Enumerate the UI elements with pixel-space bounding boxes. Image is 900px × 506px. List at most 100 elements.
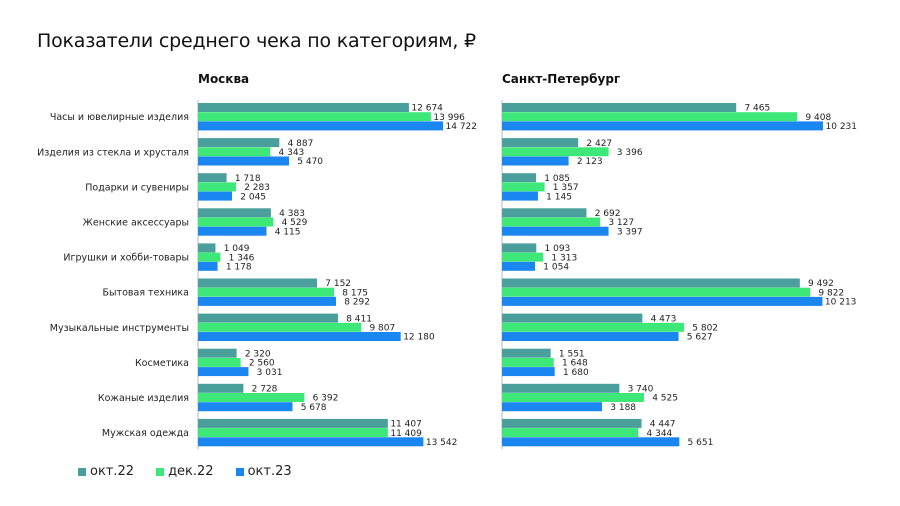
bar-okt22-мужская-одежда <box>198 418 388 428</box>
value-label-dek22: 2 283 <box>244 183 270 193</box>
value-label-okt23: 5 627 <box>687 333 713 343</box>
legend-item-okt22: окт.22 <box>78 464 134 479</box>
value-label-okt22: 4 383 <box>279 209 305 219</box>
bar-dek22-изделия-из-стекла-и-хрусталя <box>198 147 271 157</box>
value-label-okt22: 3 740 <box>628 385 654 395</box>
bar-okt22-подарки-и-сувениры <box>198 173 227 183</box>
value-label-dek22: 1 648 <box>562 359 588 369</box>
value-label-dek22: 3 127 <box>608 218 634 228</box>
bar-dek22-мужская-одежда <box>198 428 388 438</box>
value-label-okt22: 1 718 <box>235 174 261 184</box>
bar-dek22-часы-и-ювелирные-изделия <box>198 112 431 122</box>
bar-okt23-кожаные-изделия <box>502 402 603 412</box>
bar-dek22-кожаные-изделия <box>502 393 644 402</box>
bar-dek22-косметика <box>502 357 554 367</box>
category-label: Игрушки и хобби-товары <box>63 253 189 264</box>
bar-okt23-подарки-и-сувениры <box>198 191 233 201</box>
bar-okt22-бытовая-техника <box>502 278 800 288</box>
value-label-okt22: 1 085 <box>544 174 570 184</box>
category-label: Бытовая техника <box>103 288 189 299</box>
bar-okt23-бытовая-техника <box>502 296 823 306</box>
bar-okt22-кожаные-изделия <box>198 383 244 393</box>
value-label-dek22: 1 346 <box>229 253 255 263</box>
bar-okt22-изделия-из-стекла-и-хрусталя <box>502 138 579 148</box>
bar-okt22-часы-и-ювелирные-изделия <box>502 103 737 112</box>
bar-dek22-музыкальные-инструменты <box>502 322 685 332</box>
bar-okt22-музыкальные-инструменты <box>198 313 338 323</box>
value-label-okt23: 3 031 <box>257 368 283 378</box>
bar-okt23-женские-аксессуары <box>198 226 267 236</box>
value-label-okt23: 5 678 <box>301 403 327 413</box>
value-label-okt23: 4 115 <box>275 227 301 237</box>
value-label-okt23: 2 123 <box>577 157 603 167</box>
value-label-okt23: 1 680 <box>563 368 589 378</box>
category-label: Мужская одежда <box>102 428 189 439</box>
legend-label: дек.22 <box>168 464 214 479</box>
panel-title: Москва <box>198 72 249 86</box>
value-label-okt22: 1 049 <box>224 244 250 254</box>
legend-label: окт.23 <box>247 464 292 479</box>
value-label-okt22: 7 465 <box>744 104 770 114</box>
bar-dek22-изделия-из-стекла-и-хрусталя <box>502 147 609 157</box>
bar-dek22-мужская-одежда <box>502 428 639 438</box>
value-label-okt22: 4 447 <box>650 420 676 430</box>
value-label-okt23: 14 722 <box>446 122 478 132</box>
bar-okt22-косметика <box>502 348 551 358</box>
bar-okt22-бытовая-техника <box>198 278 318 288</box>
value-label-okt23: 3 188 <box>610 403 636 413</box>
value-label-okt23: 1 054 <box>543 263 569 273</box>
value-label-okt22: 7 152 <box>325 279 351 289</box>
bar-okt23-музыкальные-инструменты <box>502 332 679 341</box>
bar-okt23-подарки-и-сувениры <box>502 191 538 201</box>
page-title: Показатели среднего чека по категориям, … <box>37 30 476 52</box>
value-label-okt22: 2 320 <box>245 349 271 359</box>
bar-dek22-игрушки-и-хобби-товары <box>502 252 544 262</box>
value-label-okt23: 8 292 <box>344 298 370 308</box>
bar-dek22-косметика <box>198 357 241 367</box>
bar-okt22-косметика <box>198 348 237 358</box>
value-label-okt23: 12 180 <box>403 333 435 343</box>
category-label: Подарки и сувениры <box>85 182 189 193</box>
legend-swatch-okt22 <box>78 467 86 476</box>
bar-okt23-игрушки-и-хобби-товары <box>502 261 536 271</box>
value-label-okt23: 10 213 <box>825 298 857 308</box>
value-label-dek22: 11 409 <box>390 429 422 439</box>
value-label-dek22: 5 802 <box>692 324 718 334</box>
value-label-dek22: 1 313 <box>551 253 577 263</box>
value-label-okt22: 4 887 <box>288 139 314 149</box>
value-label-okt22: 1 093 <box>545 244 571 254</box>
value-label-dek22: 2 560 <box>249 359 275 369</box>
bar-okt23-мужская-одежда <box>198 437 424 447</box>
category-label: Часы и ювелирные изделия <box>50 112 189 123</box>
bar-okt22-игрушки-и-хобби-товары <box>502 243 537 253</box>
value-label-dek22: 6 392 <box>313 394 339 404</box>
bar-okt22-изделия-из-стекла-и-хрусталя <box>198 138 280 148</box>
legend-swatch-dek22 <box>156 467 165 476</box>
value-label-okt23: 2 045 <box>240 192 266 202</box>
bar-okt23-косметика <box>198 367 249 377</box>
category-label: Музыкальные инструменты <box>50 323 189 334</box>
value-label-dek22: 4 344 <box>647 429 673 439</box>
value-label-dek22: 4 343 <box>279 148 305 158</box>
bar-dek22-подарки-и-сувениры <box>198 182 236 192</box>
bar-okt22-часы-и-ювелирные-изделия <box>198 103 409 112</box>
bar-okt23-бытовая-техника <box>198 296 336 306</box>
value-label-dek22: 9 408 <box>805 113 831 123</box>
value-label-dek22: 8 175 <box>342 288 368 298</box>
value-label-okt23: 3 397 <box>617 227 643 237</box>
value-label-dek22: 9 822 <box>818 288 844 298</box>
bar-dek22-игрушки-и-хобби-товары <box>198 252 221 262</box>
bar-okt22-игрушки-и-хобби-товары <box>198 243 216 253</box>
bar-dek22-часы-и-ювелирные-изделия <box>502 112 798 122</box>
bar-okt22-кожаные-изделия <box>502 383 620 393</box>
value-label-dek22: 13 996 <box>433 113 465 123</box>
bar-dek22-музыкальные-инструменты <box>198 322 362 332</box>
panel-title: Санкт-Петербург <box>502 72 620 86</box>
bar-okt22-подарки-и-сувениры <box>502 173 537 183</box>
value-label-okt22: 8 411 <box>346 314 372 324</box>
bar-okt22-мужская-одежда <box>502 418 642 428</box>
value-label-dek22: 3 396 <box>617 148 643 158</box>
value-label-okt23: 5 470 <box>297 157 323 167</box>
